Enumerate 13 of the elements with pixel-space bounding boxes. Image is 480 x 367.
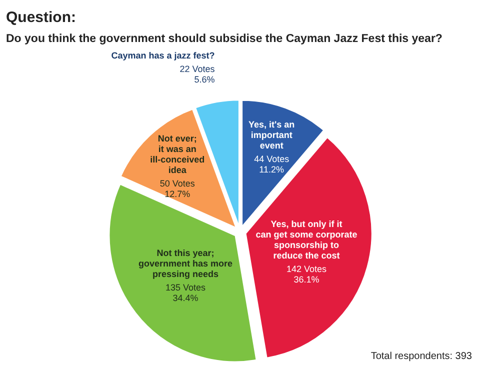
data-label: 44 Votes 11.2% bbox=[254, 154, 290, 175]
chart-subtitle: Do you think the government should subsidise the Cayman Jazz Fest this year? bbox=[6, 33, 442, 45]
slice-label: Cayman has a jazz fest? bbox=[111, 50, 215, 61]
slice-label: Yes, but only if it can get some corporate sponsorship to reduce the cost bbox=[256, 218, 358, 260]
data-label: 22 Votes 5.6% bbox=[180, 64, 216, 85]
text: Total respondents: 393 bbox=[370, 351, 472, 362]
slice-label: Not ever; it was an ill-conceived idea bbox=[150, 134, 205, 176]
slice-label: Yes, it's an important event bbox=[248, 120, 295, 151]
data-label: 135 Votes 34.4% bbox=[165, 282, 206, 304]
data-label: 50 Votes 12.7% bbox=[160, 178, 196, 200]
data-label: 142 Votes 36.1% bbox=[286, 264, 328, 284]
chart-title: Question: bbox=[6, 9, 76, 26]
slice-label: Not this year; government has more pressing needs bbox=[138, 248, 232, 280]
